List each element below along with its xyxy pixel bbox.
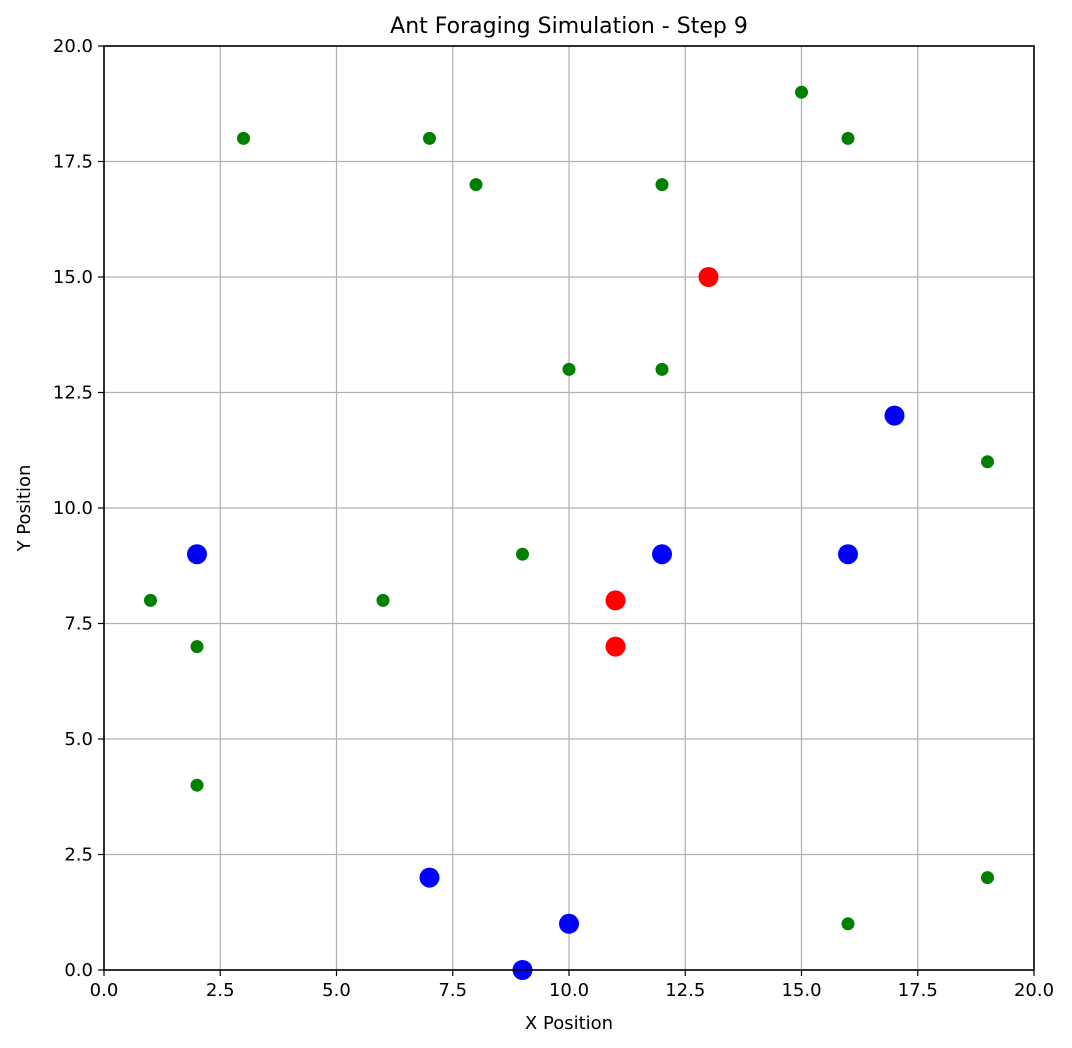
y-tick-label: 0.0 — [64, 960, 93, 981]
y-tick-label: 2.5 — [64, 845, 93, 866]
data-point — [423, 131, 436, 145]
series-1 — [187, 405, 905, 980]
data-point — [376, 593, 390, 607]
data-point — [187, 544, 207, 565]
x-tick-label: 20.0 — [1014, 980, 1054, 1001]
y-tick-label: 10.0 — [53, 498, 93, 519]
y-tick-label: 5.0 — [64, 729, 93, 750]
y-axis-label: Y Position — [14, 465, 35, 553]
data-point — [981, 871, 994, 885]
data-point — [884, 405, 905, 426]
data-point — [144, 593, 157, 607]
data-point — [698, 267, 719, 287]
data-point — [655, 178, 669, 192]
x-tick-label: 0.0 — [90, 980, 119, 1001]
data-point — [981, 455, 994, 469]
y-tick-label: 15.0 — [53, 267, 93, 288]
data-point — [562, 362, 576, 376]
x-tick-label: 15.0 — [781, 980, 821, 1001]
data-point — [419, 867, 440, 888]
x-axis-label: X Position — [525, 1013, 613, 1034]
data-point — [841, 131, 855, 145]
data-points — [144, 85, 994, 980]
y-tick-label: 12.5 — [53, 383, 93, 404]
data-point — [841, 917, 855, 931]
y-tick-label: 20.0 — [53, 36, 93, 57]
data-point — [795, 85, 808, 99]
data-point — [190, 778, 204, 792]
x-tick-label: 5.0 — [322, 980, 351, 1001]
data-point — [652, 544, 672, 565]
x-tick-label: 10.0 — [549, 980, 589, 1001]
series-2 — [605, 267, 719, 657]
data-point — [605, 636, 626, 657]
x-tick-label: 17.5 — [898, 980, 938, 1001]
data-point — [237, 131, 250, 145]
data-point — [605, 590, 626, 611]
series-0 — [144, 85, 994, 931]
data-point — [838, 544, 858, 565]
x-tick-label: 2.5 — [206, 980, 235, 1001]
x-tick-label: 12.5 — [665, 980, 705, 1001]
y-tick-label: 17.5 — [53, 152, 93, 173]
data-point — [559, 913, 579, 934]
data-point — [516, 547, 529, 561]
chart-title: Ant Foraging Simulation - Step 9 — [390, 14, 748, 39]
data-point — [655, 362, 669, 376]
x-tick-label: 7.5 — [438, 980, 467, 1001]
data-point — [469, 178, 483, 192]
y-tick-label: 7.5 — [64, 614, 93, 635]
axis-ticks: 0.0 2.5 5.0 7.5 10.0 12.5 15.0 17.5 20.0 0.0 2.5 5.… — [53, 36, 1054, 1001]
data-point — [190, 640, 204, 654]
